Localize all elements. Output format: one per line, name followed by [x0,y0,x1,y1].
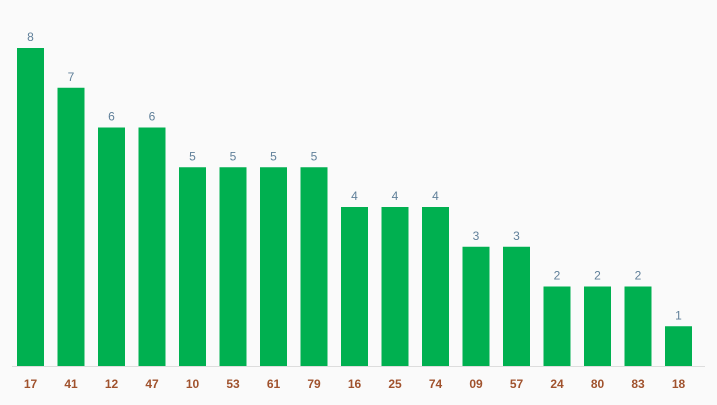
bar-16 [341,207,368,366]
data-label: 2 [554,269,561,283]
x-tick-label: 47 [145,377,159,391]
data-label: 4 [392,189,399,203]
data-label: 1 [675,308,682,322]
bar-79 [300,167,328,366]
x-tick-label: 41 [64,377,78,391]
data-label: 2 [594,269,601,283]
data-label: 5 [270,149,277,163]
bar-41 [57,87,85,366]
bar-83 [624,286,652,366]
data-label: 4 [351,189,358,203]
bar-10 [179,167,206,366]
x-tick-label: 18 [672,377,686,391]
data-label: 5 [311,149,318,163]
bar-61 [260,167,287,366]
bar-18 [665,326,692,366]
x-tick-label: 25 [388,377,402,391]
x-tick-label: 09 [469,377,483,391]
x-tick-label: 53 [226,377,240,391]
x-tick-label: 17 [24,377,38,391]
bar-25 [381,207,409,366]
x-tick-label: 61 [267,377,281,391]
bar-09 [462,246,490,366]
bar-47 [138,127,166,366]
x-tick-label: 83 [631,377,645,391]
x-tick-label: 24 [550,377,564,391]
x-tick-label: 12 [105,377,119,391]
data-label: 8 [27,30,34,44]
bar-80 [584,286,611,366]
data-label: 6 [108,110,115,124]
bar-12 [98,127,125,366]
bar-24 [543,286,571,366]
data-label: 5 [230,149,237,163]
x-tick-label: 80 [591,377,605,391]
data-label: 5 [189,149,196,163]
bar-57 [503,246,530,366]
bar-17 [17,48,44,366]
data-label: 3 [513,229,520,243]
bar-53 [219,167,247,366]
x-tick-label: 16 [348,377,362,391]
x-tick-label: 74 [429,377,443,391]
bar-74 [422,207,449,366]
data-label: 2 [635,269,642,283]
x-tick-label: 57 [510,377,524,391]
data-label: 3 [473,229,480,243]
x-tick-label: 10 [186,377,200,391]
data-label: 7 [68,70,75,84]
data-label: 6 [149,110,156,124]
data-label: 4 [432,189,439,203]
x-tick-label: 79 [307,377,321,391]
